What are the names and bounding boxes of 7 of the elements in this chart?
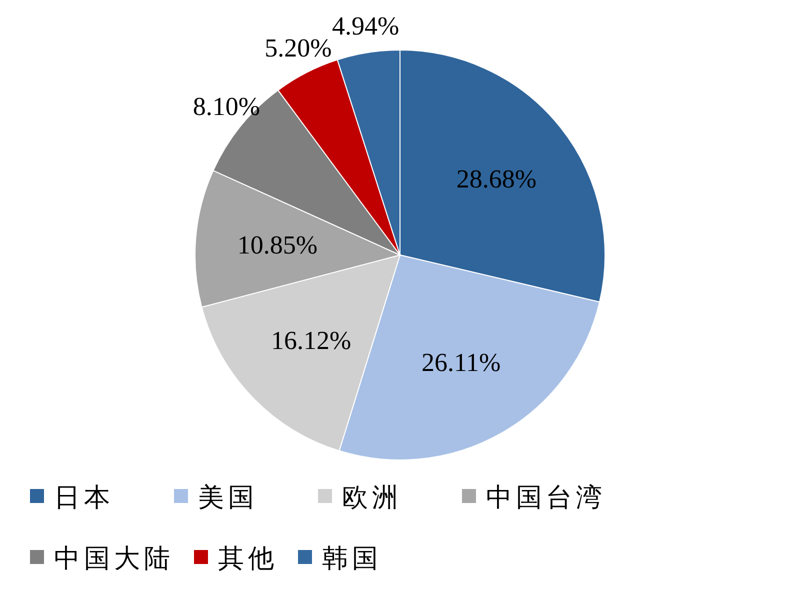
legend-label: 其他 xyxy=(218,544,278,574)
legend-label: 韩国 xyxy=(322,544,382,574)
legend-label: 欧洲 xyxy=(342,483,402,513)
legend-label: 日本 xyxy=(54,483,114,513)
legend-label: 中国台湾 xyxy=(486,483,606,513)
legend-label: 美国 xyxy=(198,483,258,513)
legend-label: 中国大陆 xyxy=(54,544,174,574)
